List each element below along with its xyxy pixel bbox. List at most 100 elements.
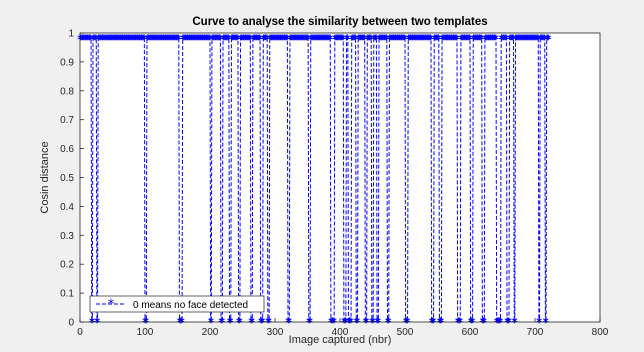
data-point-marker: * [233, 32, 239, 46]
data-point-marker: * [120, 32, 126, 46]
data-point-marker: * [103, 32, 109, 46]
data-point-marker: * [485, 32, 491, 46]
data-point-marker: * [414, 32, 420, 46]
data-point-marker: * [392, 32, 398, 46]
data-point-marker: * [357, 32, 363, 46]
data-point-marker: * [544, 32, 550, 46]
data-point-marker: * [178, 316, 184, 330]
data-point-marker: * [382, 32, 388, 46]
data-point-marker: * [396, 32, 402, 46]
data-point-marker: * [432, 32, 438, 46]
data-point-marker: * [87, 32, 93, 46]
data-point-marker: * [438, 316, 444, 330]
data-point-marker: * [527, 32, 533, 46]
data-point-marker: * [437, 316, 443, 330]
data-point-marker: * [364, 316, 370, 330]
data-point-marker: * [134, 32, 140, 46]
data-point-marker: * [98, 32, 104, 46]
data-point-marker: * [321, 32, 327, 46]
data-point-marker: * [418, 32, 424, 46]
data-point-marker: * [118, 32, 124, 46]
data-point-marker: * [535, 32, 541, 46]
data-point-marker: * [121, 32, 127, 46]
data-point-marker: * [509, 32, 515, 46]
data-point-marker: * [495, 316, 501, 330]
data-point-marker: * [303, 32, 309, 46]
data-point-marker: * [178, 316, 184, 330]
data-point-marker: * [282, 32, 288, 46]
data-point-marker: * [241, 32, 247, 46]
data-point-marker: * [435, 32, 441, 46]
data-point-marker: * [391, 32, 397, 46]
data-point-marker: * [290, 32, 296, 46]
data-point-marker: * [235, 32, 241, 46]
data-point-marker: * [236, 316, 242, 330]
data-point-marker: * [111, 32, 117, 46]
data-point-marker: * [225, 32, 231, 46]
data-point-marker: * [477, 32, 483, 46]
data-point-marker: * [207, 32, 213, 46]
data-point-marker: * [407, 32, 413, 46]
data-point-marker: * [388, 32, 394, 46]
data-point-marker: * [301, 32, 307, 46]
data-point-marker: * [413, 32, 419, 46]
data-point-marker: * [162, 32, 168, 46]
data-point-marker: * [484, 32, 490, 46]
data-point-marker: * [258, 316, 264, 330]
data-point-marker: * [172, 32, 178, 46]
data-point-marker: * [487, 32, 493, 46]
data-point-marker: * [383, 32, 389, 46]
data-point-marker: * [255, 32, 261, 46]
data-point-marker: * [182, 32, 188, 46]
data-point-marker: * [181, 32, 187, 46]
data-point-marker: * [463, 32, 469, 46]
data-point-marker: * [544, 32, 550, 46]
data-point-marker: * [353, 32, 359, 46]
data-point-marker: * [190, 32, 196, 46]
data-point-marker: * [154, 32, 160, 46]
data-point-marker: * [217, 32, 223, 46]
y-tick-label: 0.7 [60, 115, 74, 126]
data-point-marker: * [123, 32, 129, 46]
data-point-marker: * [453, 32, 459, 46]
data-point-marker: * [208, 316, 214, 330]
data-point-marker: * [228, 316, 234, 330]
data-point-marker: * [436, 32, 442, 46]
data-point-marker: * [145, 32, 151, 46]
data-point-marker: * [89, 316, 95, 330]
data-point-marker: * [467, 32, 473, 46]
data-point-marker: * [243, 32, 249, 46]
data-point-marker: * [359, 32, 365, 46]
data-point-marker: * [417, 32, 423, 46]
data-point-marker: * [496, 316, 502, 330]
data-point-marker: * [399, 32, 405, 46]
data-point-marker: * [187, 32, 193, 46]
data-point-marker: * [507, 32, 513, 46]
data-point-marker: * [212, 32, 218, 46]
data-point-marker: * [379, 32, 385, 46]
data-point-marker: * [117, 32, 123, 46]
x-tick-label: 200 [202, 327, 219, 338]
data-point-marker: * [137, 32, 143, 46]
data-point-marker: * [265, 316, 271, 330]
data-point-marker: * [409, 32, 415, 46]
data-point-marker: * [470, 316, 476, 330]
data-point-marker: * [87, 32, 93, 46]
x-tick-label: 400 [332, 327, 349, 338]
data-point-marker: * [399, 32, 405, 46]
data-point-marker: * [80, 32, 86, 46]
data-point-marker: * [159, 32, 165, 46]
data-point-marker: * [266, 316, 272, 330]
data-point-marker: * [542, 316, 548, 330]
data-point-marker: * [197, 32, 203, 46]
data-point-marker: * [371, 32, 377, 46]
data-point-marker: * [175, 32, 181, 46]
data-point-marker: * [267, 32, 273, 46]
data-point-marker: * [248, 316, 254, 330]
x-ticks: 0 100 200 300 400 500 600 700 800 [77, 318, 609, 338]
data-point-marker: * [449, 32, 455, 46]
y-tick-label: 0.9 [60, 57, 74, 68]
data-point-marker: * [279, 32, 285, 46]
data-point-marker: * [122, 32, 128, 46]
data-point-marker: * [264, 32, 270, 46]
